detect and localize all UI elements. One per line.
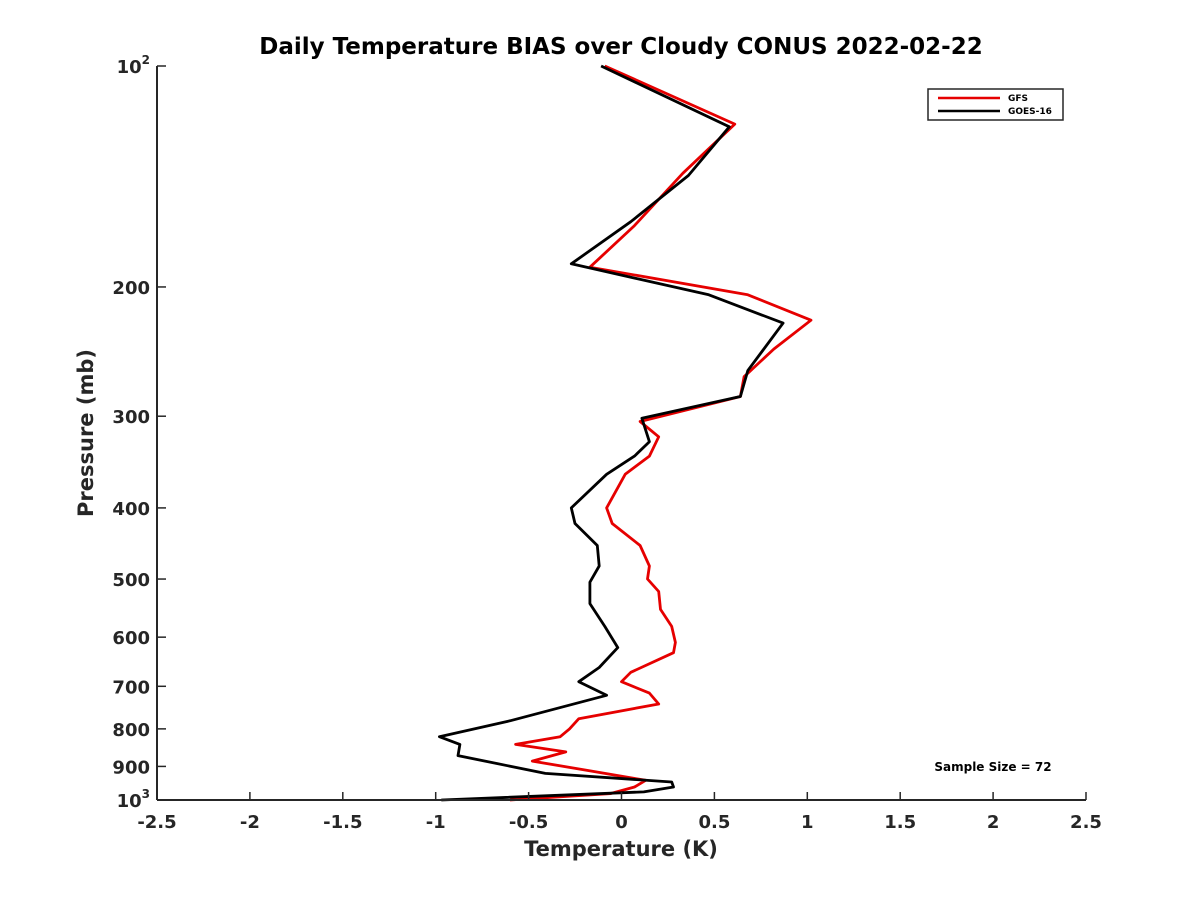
x-tick-label: 0.5 [698, 812, 730, 833]
y-tick-label: 102 [117, 53, 150, 78]
x-tick-label: 0 [615, 812, 628, 833]
x-tick-label: -2 [240, 812, 260, 833]
legend-label-gfs: GFS [1008, 94, 1028, 104]
legend: GFS GOES-16 [927, 88, 1064, 121]
x-tick-label: 2 [987, 812, 1000, 833]
x-tick-label: 2.5 [1070, 812, 1102, 833]
x-tick-label: 1.5 [884, 812, 916, 833]
y-axis-label: Pressure (mb) [74, 349, 98, 517]
y-tick-label: 900 [112, 757, 150, 778]
y-axis-ticks: 102 200 300 400 500 600 700 800 900 103 [112, 53, 166, 812]
x-tick-label: -2.5 [137, 812, 176, 833]
y-tick-label: 103 [117, 787, 150, 812]
plot-area: -2.5 -2 -1.5 -1 -0.5 0 0.5 1 1.5 2 2.5 102 200 300 40… [112, 53, 1102, 833]
x-tick-label: 1 [801, 812, 814, 833]
series-layer [437, 64, 813, 802]
x-axis-label: Temperature (K) [524, 837, 718, 861]
y-tick-label: 500 [112, 570, 150, 591]
series-line-gfs [509, 64, 813, 802]
y-tick-label: 800 [112, 720, 150, 741]
y-tick-label: 700 [112, 677, 150, 698]
legend-box [927, 88, 1064, 121]
y-tick-label: 600 [112, 628, 150, 649]
legend-label-goes16: GOES-16 [1008, 107, 1052, 117]
x-axis-ticks: -2.5 -2 -1.5 -1 -0.5 0 0.5 1 1.5 2 2.5 [137, 792, 1102, 833]
x-tick-label: -1 [426, 812, 446, 833]
x-tick-label: -0.5 [509, 812, 548, 833]
chart-title: Daily Temperature BIAS over Cloudy CONUS… [259, 34, 982, 60]
y-tick-label: 400 [112, 499, 150, 520]
y-tick-label: 200 [112, 278, 150, 299]
x-tick-label: -1.5 [323, 812, 362, 833]
series-line-goes16 [437, 64, 785, 802]
sample-size-annotation: Sample Size = 72 [934, 760, 1051, 774]
y-tick-label: 300 [112, 407, 150, 428]
